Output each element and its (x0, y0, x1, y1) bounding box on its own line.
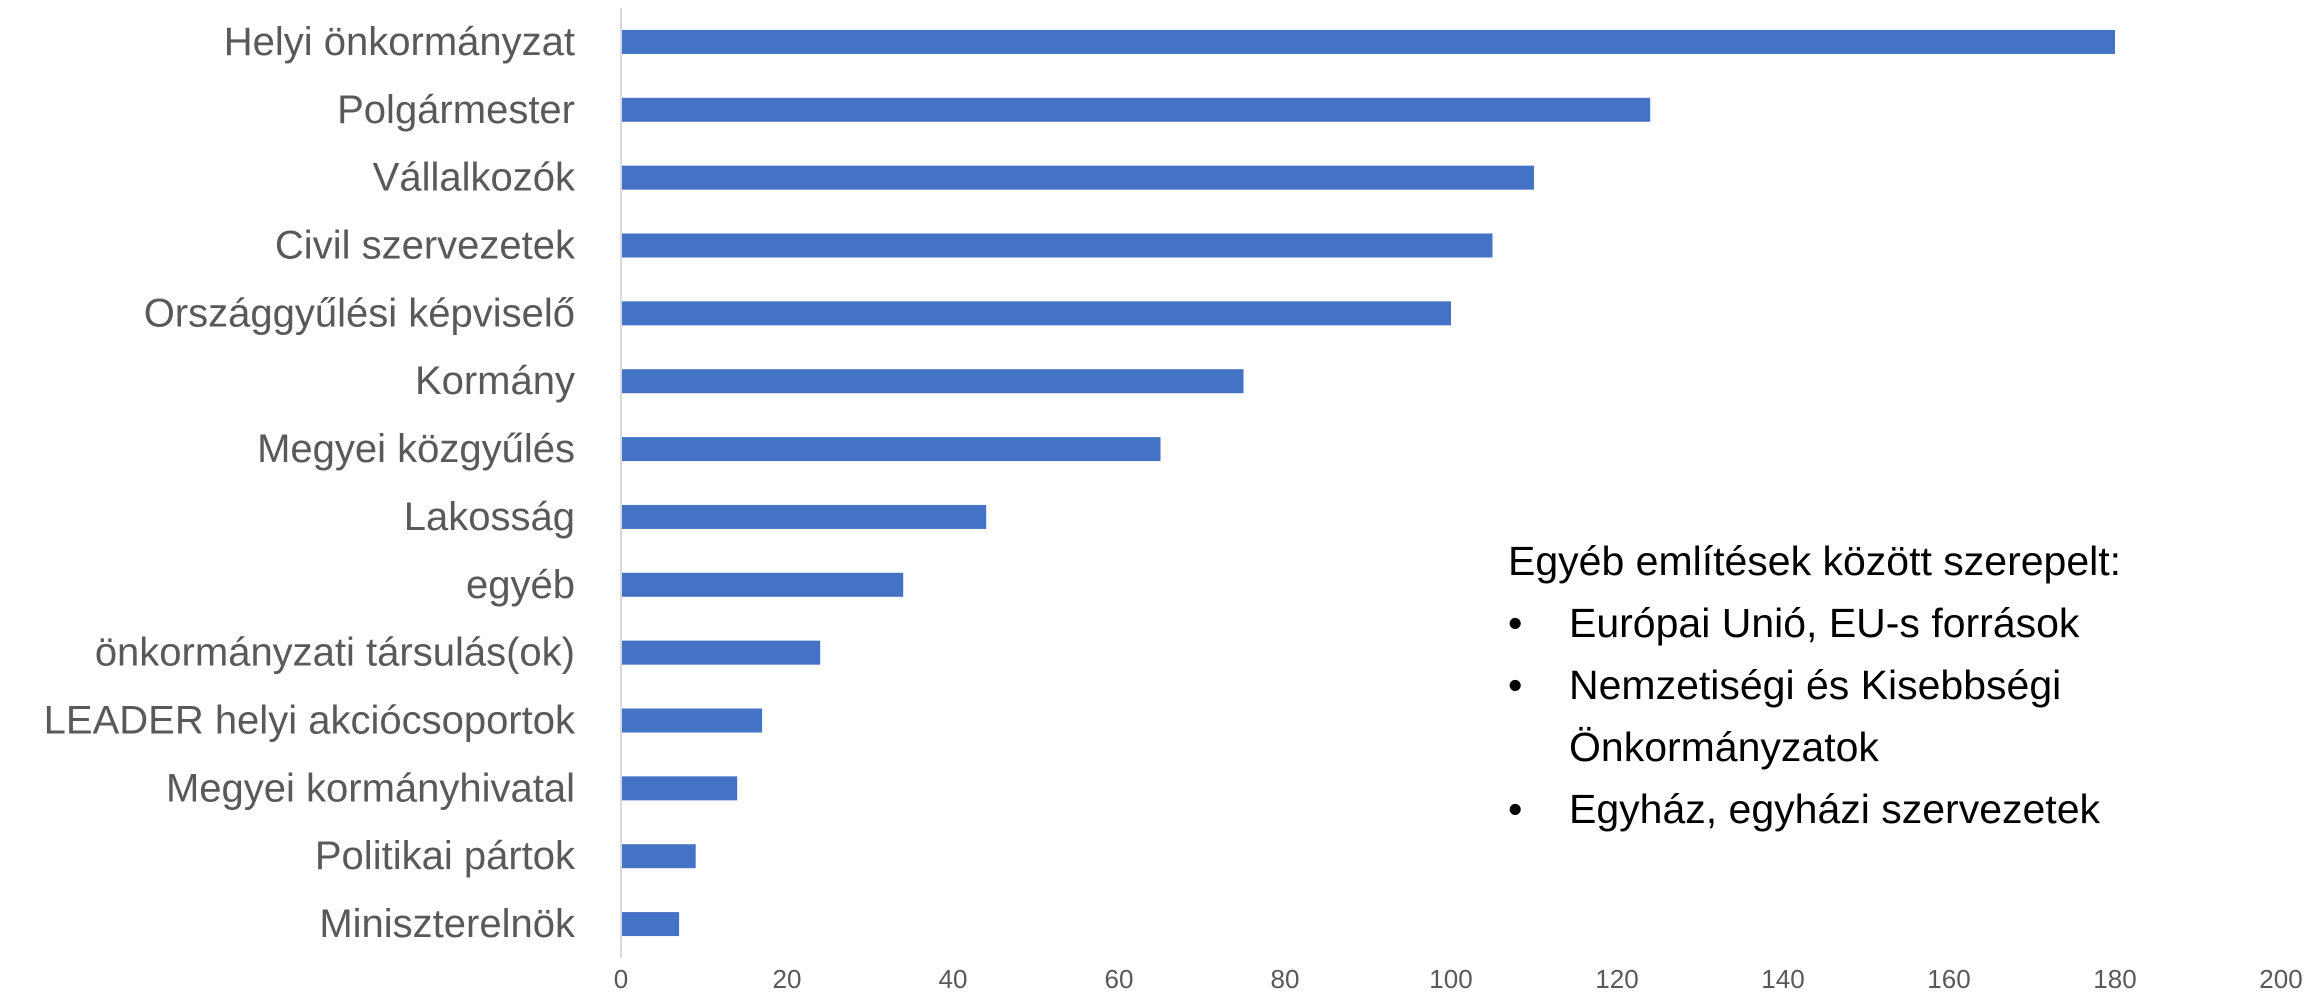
category-label: egyéb (466, 563, 575, 607)
bar (621, 29, 2115, 54)
x-tick-label: 180 (2093, 964, 2136, 994)
bar (621, 572, 904, 597)
annotation-box: Egyéb említések között szerepelt: • Európ… (1508, 530, 2268, 840)
bullet-icon: • (1508, 600, 1523, 646)
category-label: Polgármester (337, 88, 575, 132)
bar (621, 708, 763, 733)
x-tick-label: 60 (1105, 964, 1134, 994)
annotation-item: • Európai Unió, EU-s források (1508, 592, 2268, 654)
x-tick-label: 100 (1429, 964, 1472, 994)
x-tick-label: 120 (1595, 964, 1638, 994)
annotation-heading: Egyéb említések között szerepelt: (1508, 538, 2122, 584)
bullet-icon: • (1508, 662, 1523, 708)
bar (621, 233, 1493, 258)
category-label: Politikai pártok (315, 834, 576, 878)
bar (621, 165, 1534, 190)
x-axis-ticks: 0 20 40 60 80 100 120 140 160 180 200 (614, 964, 2303, 994)
x-tick-label: 80 (1271, 964, 1300, 994)
bar (621, 301, 1451, 326)
annotation-item-text: Nemzetiségi és Kisebbségi Önkormányzatok (1569, 662, 2062, 770)
bar (621, 369, 1244, 394)
bar (621, 437, 1161, 462)
x-tick-label: 0 (614, 964, 628, 994)
category-label: Országgyűlési képviselő (144, 291, 575, 335)
bar (621, 504, 987, 529)
x-tick-label: 40 (939, 964, 968, 994)
category-label: Helyi önkormányzat (224, 20, 575, 64)
x-tick-label: 140 (1761, 964, 1804, 994)
bullet-icon: • (1508, 786, 1523, 832)
category-label: önkormányzati társulás(ok) (95, 631, 575, 675)
annotation-item-text: Európai Unió, EU-s források (1569, 600, 2080, 646)
category-labels: Helyi önkormányzat Polgármester Vállalkozó… (44, 20, 576, 946)
category-label: Civil szervezetek (275, 224, 576, 268)
annotation-list: • Európai Unió, EU-s források • Nemzetiség… (1508, 592, 2268, 840)
category-label: Megyei közgyűlés (257, 427, 575, 471)
bar (621, 640, 821, 665)
bar (621, 912, 680, 937)
bars-group (621, 29, 2115, 937)
category-label: Lakosság (404, 495, 575, 539)
category-label: Vállalkozók (373, 156, 576, 200)
bar (621, 776, 738, 801)
x-tick-label: 200 (2259, 964, 2302, 994)
category-label: Miniszterelnök (319, 902, 576, 946)
annotation-item-text: Egyház, egyházi szervezetek (1569, 786, 2100, 832)
category-label: Kormány (415, 359, 575, 403)
bar (621, 97, 1651, 122)
annotation-item: • Nemzetiségi és Kisebbségi Önkormányzato… (1508, 654, 2268, 778)
annotation-item: • Egyház, egyházi szervezetek (1508, 778, 2268, 840)
bar (621, 844, 696, 869)
x-tick-label: 160 (1927, 964, 1970, 994)
category-label: LEADER helyi akciócsoportok (44, 699, 576, 743)
x-tick-label: 20 (773, 964, 802, 994)
category-label: Megyei kormányhivatal (166, 766, 575, 810)
